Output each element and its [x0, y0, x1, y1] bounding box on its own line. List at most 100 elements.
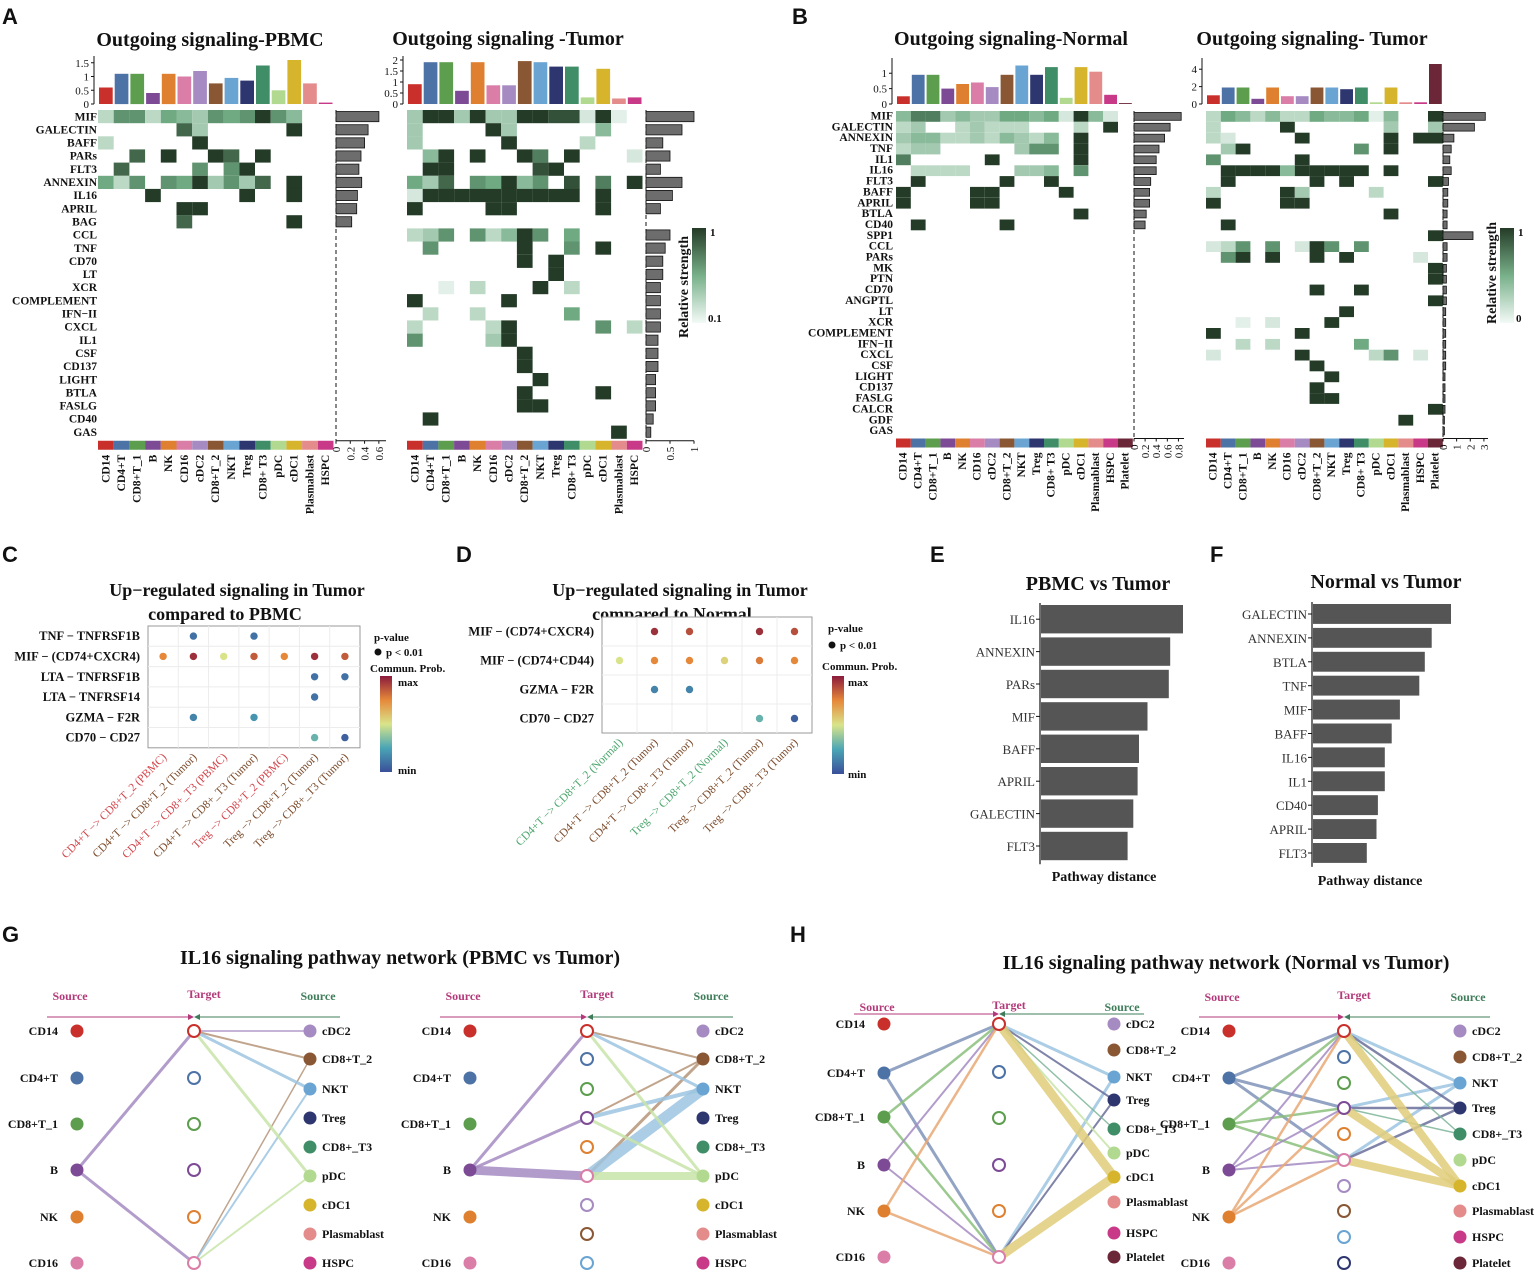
column-color-strip [970, 438, 985, 448]
heatmap-row-label: XCR [868, 317, 894, 329]
heatmap-cell [501, 188, 517, 203]
heatmap-column-label: Platelet [1430, 452, 1442, 489]
heatmap-column-label: CD8+T_2 [210, 455, 222, 503]
heatmap-cell [564, 175, 580, 189]
network-g-title: IL16 signaling pathway network (PBMC vs … [180, 947, 620, 969]
heatmap-column-label: CD8+ T3 [1356, 452, 1368, 497]
heatmap-cell [1413, 349, 1428, 361]
heatmap-column-label: NKT [1326, 452, 1338, 477]
dot-plot-point [159, 652, 167, 661]
network-source-node [1222, 1024, 1236, 1038]
network-right-source-node [696, 1169, 710, 1183]
heatmap-cell [1309, 284, 1325, 296]
network-right-source-label: CD8+_T3 [322, 1140, 372, 1154]
heatmap-cell [1309, 252, 1325, 263]
distance-bar [1041, 637, 1171, 666]
heatmap-cell [611, 425, 627, 439]
heatmap-cell [223, 162, 240, 176]
heatmap-cell [407, 294, 423, 308]
dot-plot-row-label: LTA − TNFRSF1B [41, 670, 140, 684]
network-right-source-node [1107, 1146, 1121, 1160]
heatmap-column-label: Plasmablast [613, 455, 625, 515]
top-bar-tick-label: 0 [1192, 99, 1198, 111]
column-color-strip [984, 438, 1000, 448]
heatmap-column-label: NK [957, 452, 969, 469]
heatmap-cell [1265, 338, 1280, 350]
heatmap-row-label: GDF [869, 414, 893, 426]
right-bar [1442, 372, 1446, 382]
network-source-label: CD4+T [20, 1071, 58, 1085]
heatmap-cell [485, 333, 502, 347]
heatmap-cell [896, 132, 911, 144]
heatmap-cell [1428, 121, 1443, 133]
column-color-strip [1309, 438, 1325, 448]
distance-bar [1313, 795, 1378, 816]
dot-legend-c-pvalue: p-value [374, 632, 409, 644]
right-bar [1442, 187, 1449, 197]
heatmap-cell [469, 149, 486, 163]
network-arrowhead-right [587, 1014, 593, 1020]
heatmap-column-label: NKT [1016, 452, 1028, 477]
network-right-source-label: Platelet [1126, 1250, 1165, 1264]
panel-letter-d: D [456, 542, 472, 567]
right-bar [1442, 329, 1447, 338]
heatmap-cell [564, 149, 580, 163]
network-edge [1343, 1107, 1461, 1135]
network-right-source-label: Plasmablast [715, 1227, 777, 1241]
dot-plot-point [250, 632, 258, 640]
network-target-node [580, 1227, 594, 1241]
heatmap-cell [1014, 143, 1030, 155]
network-target-header: Target [992, 998, 1026, 1012]
network-target-node [187, 1024, 201, 1038]
network-source-node [1222, 1117, 1236, 1131]
column-color-strip [626, 440, 643, 450]
heatmap-cell [1309, 165, 1325, 177]
heatmap-row-label: CSF [75, 348, 97, 360]
heatmap-cell [1220, 111, 1236, 122]
heatmap-cell [1368, 349, 1384, 361]
heatmap-row-label: IL1 [875, 154, 893, 166]
right-bar [1442, 383, 1446, 392]
column-color-strip [407, 440, 423, 450]
distance-category-label: BTLA [1273, 655, 1308, 670]
column-color-strip [1088, 438, 1104, 448]
right-bar [335, 176, 363, 188]
network-right-source-node [1453, 1230, 1467, 1244]
network-source-label: CD16 [422, 1256, 451, 1270]
heatmap-column-label: B [147, 454, 159, 462]
network-edge [581, 1083, 709, 1182]
network-edge [883, 1164, 1000, 1258]
heatmap-row-label: COMPLEMENT [808, 328, 893, 340]
panel-letter-a: A [2, 4, 18, 29]
panel-letter-h: H [790, 922, 806, 947]
heatmap-cell [1294, 197, 1310, 209]
right-bar [645, 255, 664, 267]
network-source-node [463, 1210, 477, 1224]
heatmap-cell [595, 188, 612, 203]
top-bar [971, 82, 984, 104]
network-right-source-node [696, 1140, 710, 1154]
right-bar-tick-label: 0.6 [374, 446, 386, 460]
heatmap-cell [595, 320, 612, 334]
heatmap-column-label: NK [472, 455, 484, 472]
heatmap-cell [1220, 132, 1236, 144]
top-bar-tick-label: 0.5 [75, 85, 89, 97]
network-edge [882, 1022, 1001, 1075]
right-bar [645, 321, 661, 333]
heatmap-column-label: CD8+T_1 [441, 455, 453, 503]
network-source-node [463, 1071, 477, 1085]
right-bar [1442, 274, 1447, 284]
heatmap-cell [564, 110, 580, 124]
heatmap-cell [1206, 154, 1221, 166]
heatmap-cell [113, 175, 130, 189]
heatmap-cell [516, 149, 533, 163]
heatmap-column-label: NKT [535, 454, 547, 479]
heatmap-cell [999, 121, 1015, 133]
heatmap-row-label: IL1 [79, 335, 97, 347]
network-right-source-label: cDC1 [1472, 1179, 1501, 1193]
network-right-source-label: NKT [322, 1082, 348, 1096]
heatmap-row-label: LT [83, 269, 98, 281]
network-right-source-label: CD8+_T3 [1126, 1122, 1176, 1136]
heatmap-row-label: FASLG [60, 401, 98, 413]
